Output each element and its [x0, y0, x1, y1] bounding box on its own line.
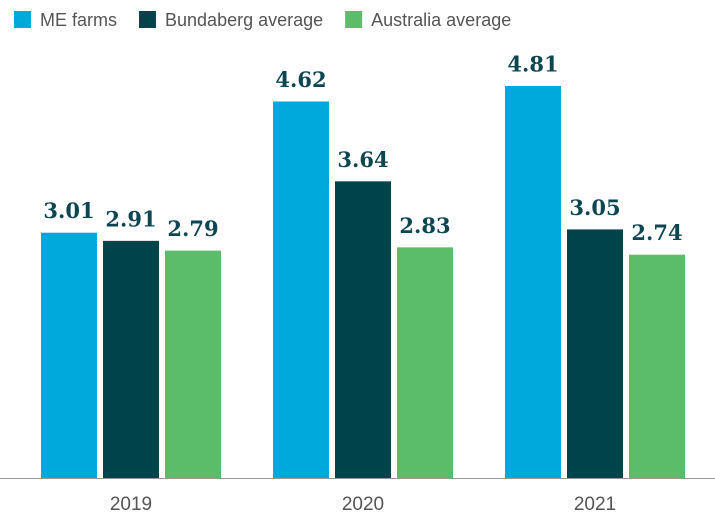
- legend-swatch: [345, 11, 363, 28]
- value-label: 2.79: [167, 216, 218, 241]
- value-label: 2.83: [399, 213, 450, 238]
- value-label: 3.64: [337, 147, 388, 172]
- value-label: 3.01: [43, 198, 94, 223]
- bar: [629, 254, 685, 478]
- legend-label: Australia average: [371, 10, 511, 30]
- legend-swatch: [14, 11, 31, 28]
- value-label: 4.81: [507, 52, 558, 77]
- value-label: 2.74: [631, 220, 682, 245]
- value-label: 2.91: [105, 206, 156, 231]
- bar: [41, 232, 97, 478]
- legend-swatch: [139, 11, 157, 28]
- x-tick-label: 2019: [110, 494, 152, 515]
- bar: [165, 250, 221, 478]
- value-label: 4.62: [275, 67, 326, 92]
- value-label: 3.05: [569, 195, 620, 220]
- bar: [505, 86, 561, 478]
- legend-label: ME farms: [40, 10, 117, 30]
- x-tick-label: 2021: [574, 494, 616, 515]
- bar: [273, 101, 329, 478]
- bar: [567, 229, 623, 478]
- bar: [103, 240, 159, 478]
- bar: [335, 181, 391, 478]
- x-tick-label: 2020: [342, 494, 384, 515]
- legend-label: Bundaberg average: [165, 10, 323, 30]
- bar: [397, 247, 453, 478]
